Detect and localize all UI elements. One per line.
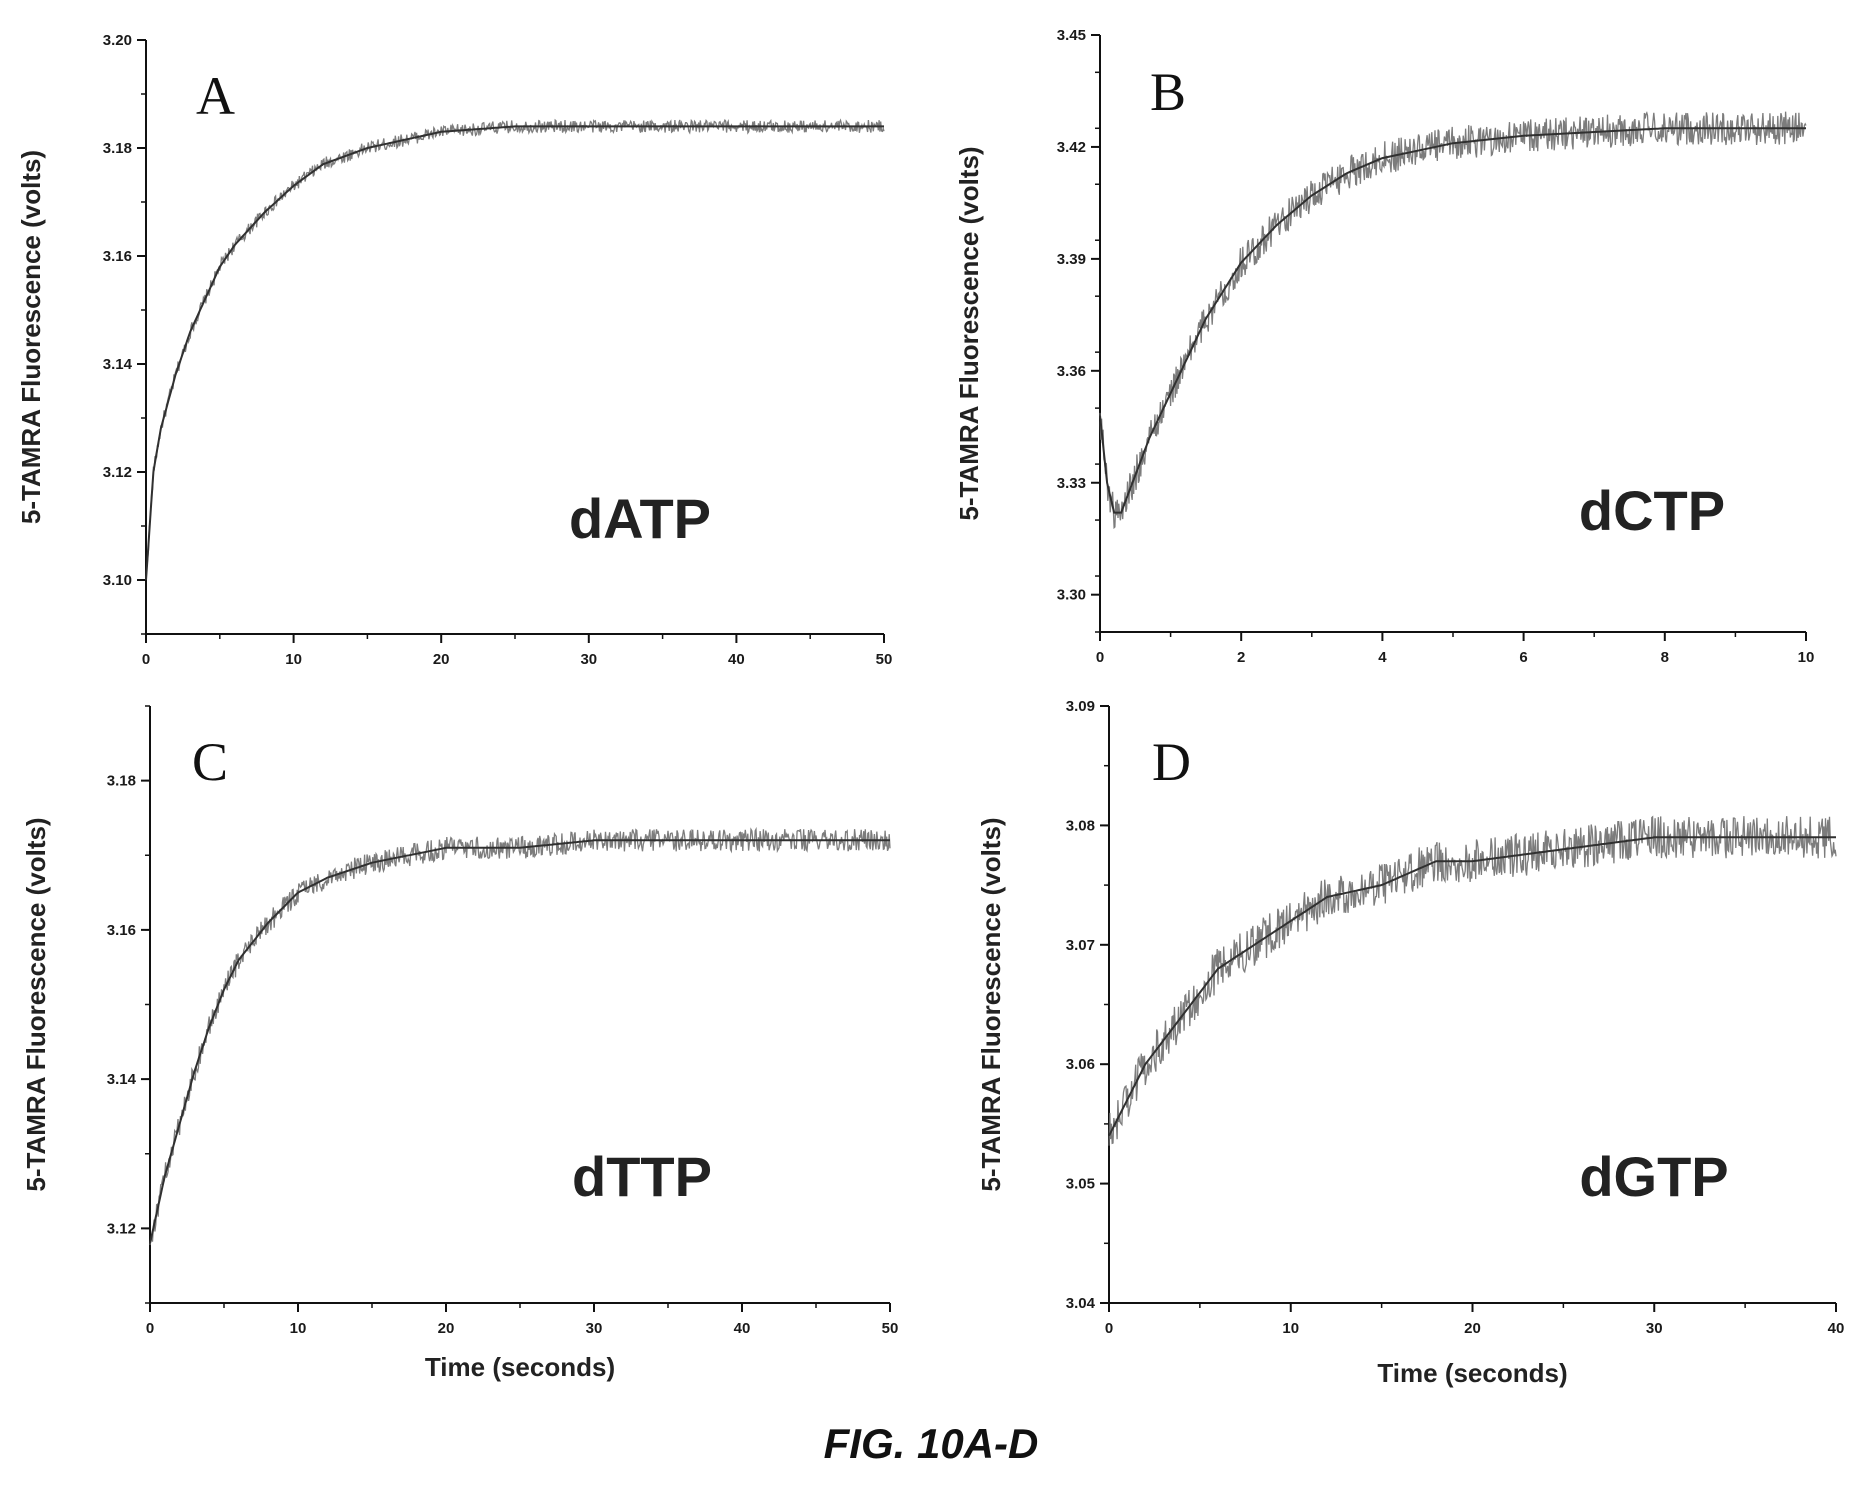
panel-letter: B (1150, 62, 1186, 122)
y-tick-label: 3.16 (103, 248, 132, 265)
y-tick-label: 3.18 (103, 140, 132, 157)
y-tick-label: 3.45 (1057, 27, 1086, 44)
x-tick-label: 30 (1646, 1320, 1663, 1337)
x-tick-label: 6 (1519, 649, 1527, 666)
y-tick-label: 3.42 (1057, 139, 1086, 156)
x-tick-label: 20 (433, 651, 450, 668)
nucleotide-label: dATP (569, 487, 711, 550)
x-tick-label: 30 (580, 651, 597, 668)
nucleotide-label: dTTP (572, 1145, 712, 1208)
y-tick-label: 3.04 (1066, 1295, 1096, 1312)
x-tick-label: 2 (1237, 649, 1245, 666)
fit-curve (145, 125, 884, 581)
nucleotide-label: dGTP (1579, 1145, 1728, 1208)
x-tick-label: 0 (1105, 1320, 1113, 1337)
x-tick-label: 20 (1464, 1320, 1481, 1337)
y-tick-label: 3.10 (103, 572, 132, 589)
y-axis-title: 5-TAMRA Fluorescence (volts) (16, 150, 46, 524)
panel-letter: C (192, 732, 228, 792)
raw-trace (145, 118, 885, 577)
y-tick-label: 3.07 (1066, 937, 1095, 954)
x-tick-label: 50 (876, 651, 893, 668)
y-tick-label: 3.20 (103, 32, 132, 49)
x-tick-label: 30 (586, 1320, 603, 1337)
y-tick-label: 3.16 (107, 922, 136, 939)
y-axis-title: 5-TAMRA Fluorescence (volts) (21, 817, 51, 1191)
y-tick-label: 3.12 (107, 1220, 136, 1237)
x-tick-label: 40 (734, 1320, 751, 1337)
y-axis-title: 5-TAMRA Fluorescence (volts) (954, 146, 984, 520)
panel-letter: A (196, 66, 235, 126)
x-tick-label: 0 (142, 651, 150, 668)
fit-curve (149, 839, 890, 1244)
x-tick-label: 10 (290, 1320, 307, 1337)
x-axis-title: Time (seconds) (425, 1352, 615, 1382)
y-tick-label: 3.33 (1057, 475, 1086, 492)
y-tick-label: 3.05 (1066, 1176, 1095, 1193)
y-tick-label: 3.14 (103, 356, 133, 373)
y-tick-label: 3.39 (1057, 251, 1086, 268)
x-tick-label: 40 (728, 651, 745, 668)
raw-trace (1099, 111, 1807, 530)
panel-c: 0 10 20 30 40 50 3.12 3.14 3.16 3.18 5-TAMRA Fluor… (21, 705, 899, 1382)
nucleotide-label: dCTP (1579, 479, 1725, 542)
y-axis-title: 5-TAMRA Fluorescence (volts) (976, 817, 1006, 1191)
x-tick-label: 0 (1096, 649, 1104, 666)
panel-d: 0 10 20 30 40 3.04 3.05 3.06 3.07 3.08 3.09 5-TAMRA… (976, 698, 1844, 1388)
x-tick-label: 4 (1378, 649, 1387, 666)
raw-trace (149, 826, 891, 1246)
figure-caption: FIG. 10A-D (823, 1420, 1039, 1467)
y-tick-label: 3.12 (103, 464, 132, 481)
panel-letter: D (1152, 732, 1191, 792)
y-tick-label: 3.36 (1057, 363, 1086, 380)
x-tick-label: 0 (146, 1320, 154, 1337)
x-tick-label: 8 (1661, 649, 1669, 666)
y-tick-label: 3.09 (1066, 698, 1095, 715)
raw-trace (1108, 815, 1837, 1146)
panel-a: 0 10 20 30 40 50 3.10 3.12 3.14 3.16 3.18 3.20 5-TAM… (16, 32, 892, 668)
y-tick-label: 3.08 (1066, 817, 1095, 834)
x-tick-label: 50 (882, 1320, 899, 1337)
fit-curve (1108, 836, 1836, 1137)
x-axis-title: Time (seconds) (1377, 1358, 1567, 1388)
x-tick-label: 10 (285, 651, 302, 668)
x-tick-label: 10 (1798, 649, 1815, 666)
x-tick-label: 10 (1282, 1320, 1299, 1337)
panel-b: 0 2 4 6 8 10 3.30 3.33 3.36 3.39 3.42 3.45 5-TAMRA F… (954, 27, 1814, 666)
y-tick-label: 3.14 (107, 1071, 137, 1088)
y-tick-label: 3.06 (1066, 1056, 1095, 1073)
y-tick-label: 3.30 (1057, 587, 1086, 604)
x-tick-label: 20 (438, 1320, 455, 1337)
y-tick-label: 3.18 (107, 773, 136, 790)
fit-curve (1099, 127, 1806, 514)
x-tick-label: 40 (1828, 1320, 1845, 1337)
